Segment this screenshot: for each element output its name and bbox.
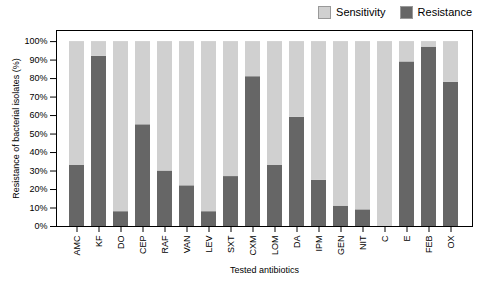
svg-text:60%: 60% bbox=[29, 110, 47, 120]
svg-text:70%: 70% bbox=[29, 92, 47, 102]
svg-text:Tested antibiotics: Tested antibiotics bbox=[230, 265, 300, 275]
svg-text:NIT: NIT bbox=[358, 235, 368, 250]
svg-text:GEN: GEN bbox=[336, 236, 346, 256]
svg-text:LEV: LEV bbox=[204, 236, 214, 253]
svg-text:90%: 90% bbox=[29, 55, 47, 65]
svg-text:C: C bbox=[380, 235, 390, 242]
svg-text:SXT: SXT bbox=[226, 235, 236, 253]
svg-text:0%: 0% bbox=[34, 221, 47, 231]
svg-text:E: E bbox=[402, 236, 412, 242]
svg-text:VAN: VAN bbox=[182, 236, 192, 254]
svg-text:Resistance of bacterial isolat: Resistance of bacterial isolates (%) bbox=[11, 58, 21, 199]
svg-text:100%: 100% bbox=[24, 36, 47, 46]
svg-text:LOM: LOM bbox=[270, 236, 280, 256]
svg-text:50%: 50% bbox=[29, 129, 47, 139]
html-text:Sensitivity: Sensitivity bbox=[336, 6, 386, 18]
svg-text:CEP: CEP bbox=[138, 236, 148, 255]
svg-text:OX: OX bbox=[446, 236, 456, 249]
svg-text:CXM: CXM bbox=[248, 236, 258, 256]
svg-text:DA: DA bbox=[292, 236, 302, 249]
svg-text:FEB: FEB bbox=[424, 236, 434, 254]
svg-text:KF: KF bbox=[94, 235, 104, 247]
svg-text:20%: 20% bbox=[29, 184, 47, 194]
svg-text:AMC: AMC bbox=[72, 235, 82, 256]
svg-text:DO: DO bbox=[116, 236, 126, 250]
svg-text:10%: 10% bbox=[29, 203, 47, 213]
html-text:Resistance: Resistance bbox=[417, 6, 472, 18]
svg-text:RAF: RAF bbox=[160, 235, 170, 254]
svg-text:IPM: IPM bbox=[314, 236, 324, 252]
svg-text:40%: 40% bbox=[29, 147, 47, 157]
svg-text:80%: 80% bbox=[29, 73, 47, 83]
svg-text:30%: 30% bbox=[29, 166, 47, 176]
